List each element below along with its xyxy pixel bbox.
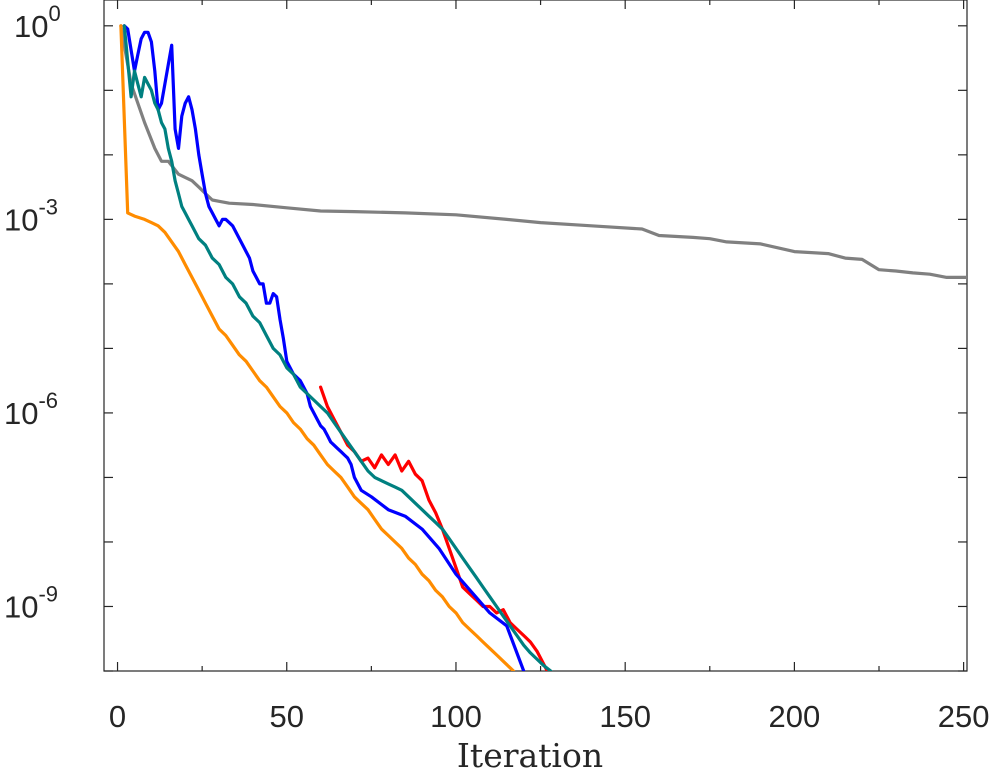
series-line-3: [122, 24, 526, 671]
series-layer: [119, 24, 967, 671]
x-axis-label: Iteration: [457, 736, 603, 774]
series-line-1: [119, 24, 967, 279]
y-tick-label: 10-9: [4, 581, 58, 624]
x-tick-label: 250: [938, 699, 990, 734]
y-tick-label: 100: [14, 1, 61, 44]
x-tick-label: 200: [769, 699, 821, 734]
x-tick-label: 150: [599, 699, 651, 734]
series-line-5: [119, 24, 516, 671]
x-tick-label: 100: [430, 699, 482, 734]
plot-area: [103, 0, 968, 672]
axes: 0 50 100 150 200 250 100 10-3 10-6 10-9: [4, 0, 989, 734]
x-tick-label: 0: [109, 699, 126, 734]
series-line-4: [122, 24, 553, 671]
y-tick-label: 10-6: [4, 388, 58, 431]
y-tick-label: 10-3: [4, 194, 58, 237]
x-tick-label: 50: [270, 699, 304, 734]
